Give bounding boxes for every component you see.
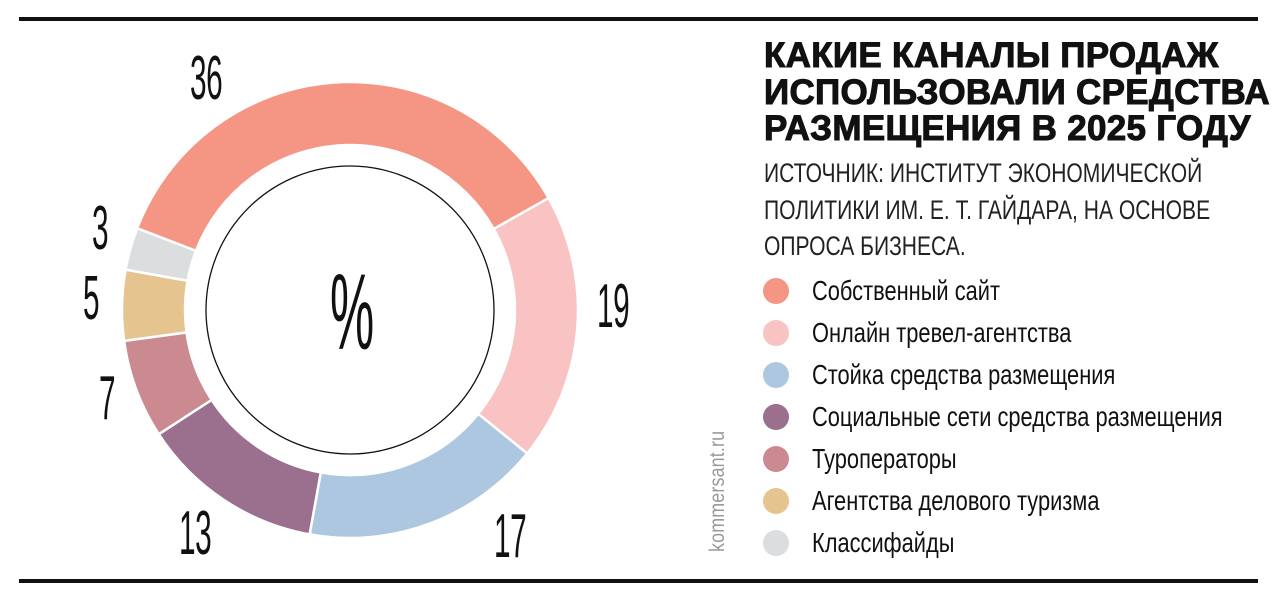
title-line: ИСПОЛЬЗОВАЛИ СРЕДСТВА — [764, 72, 1271, 112]
top-rule — [19, 17, 1258, 21]
value-label-social-networks: 13 — [179, 499, 212, 568]
title-line: КАКИЕ КАНАЛЫ ПРОДАЖ — [764, 36, 1219, 75]
source-line: ОПРОСА БИЗНЕСА. — [764, 231, 966, 261]
donut-segment — [120, 268, 190, 343]
legend-dot-icon — [763, 488, 789, 514]
inner-circle-outline — [205, 165, 495, 455]
legend-label: Собственный сайт — [812, 275, 1000, 306]
legend-label: Социальные сети средства размещения — [812, 401, 1223, 432]
legend-dot-icon — [763, 446, 789, 472]
value-label-business-travel-agencies: 5 — [83, 264, 100, 333]
chart-title: КАКИЕ КАНАЛЫ ПРОДАЖ ИСПОЛЬЗОВАЛИ СРЕДСТВ… — [764, 36, 1280, 148]
legend-label: Агентства делового туризма — [812, 485, 1100, 516]
legend-dot-icon — [763, 362, 789, 388]
value-label-front-desk: 17 — [494, 502, 527, 571]
value-label-classifieds: 3 — [92, 194, 109, 263]
legend-label: Классифайды — [812, 527, 955, 558]
donut-segment — [135, 80, 551, 253]
donut-segment — [124, 226, 198, 283]
title-line: РАЗМЕЩЕНИЯ В 2025 ГОДУ — [764, 109, 1251, 148]
value-label-online-travel-agencies: 19 — [597, 272, 630, 341]
legend-dot-icon — [763, 320, 789, 346]
watermark: kommersant.ru — [706, 430, 729, 552]
legend-label: Стойка средства размещения — [812, 359, 1116, 390]
value-label-own-site: 36 — [190, 44, 223, 113]
source-line: ПОЛИТИКИ ИМ. Е. Т. ГАЙДАРА, НА ОСНОВЕ — [764, 194, 1211, 225]
source-line: ИСТОЧНИК: ИНСТИТУТ ЭКОНОМИЧЕСКОЙ — [764, 158, 1203, 188]
legend-dot-icon — [763, 278, 789, 304]
donut-chart — [120, 80, 580, 540]
donut-segments — [120, 80, 580, 540]
chart-source: ИСТОЧНИК: ИНСТИТУТ ЭКОНОМИЧЕСКОЙ ПОЛИТИК… — [764, 155, 1210, 265]
legend-dot-icon — [763, 530, 789, 556]
center-percent-label: % — [330, 251, 375, 372]
legend-label: Туроператоры — [812, 443, 957, 474]
bottom-rule — [19, 579, 1258, 583]
legend-label: Онлайн тревел-агентства — [812, 317, 1072, 348]
value-label-tour-operators: 7 — [99, 364, 116, 433]
legend-dot-icon — [763, 404, 789, 430]
